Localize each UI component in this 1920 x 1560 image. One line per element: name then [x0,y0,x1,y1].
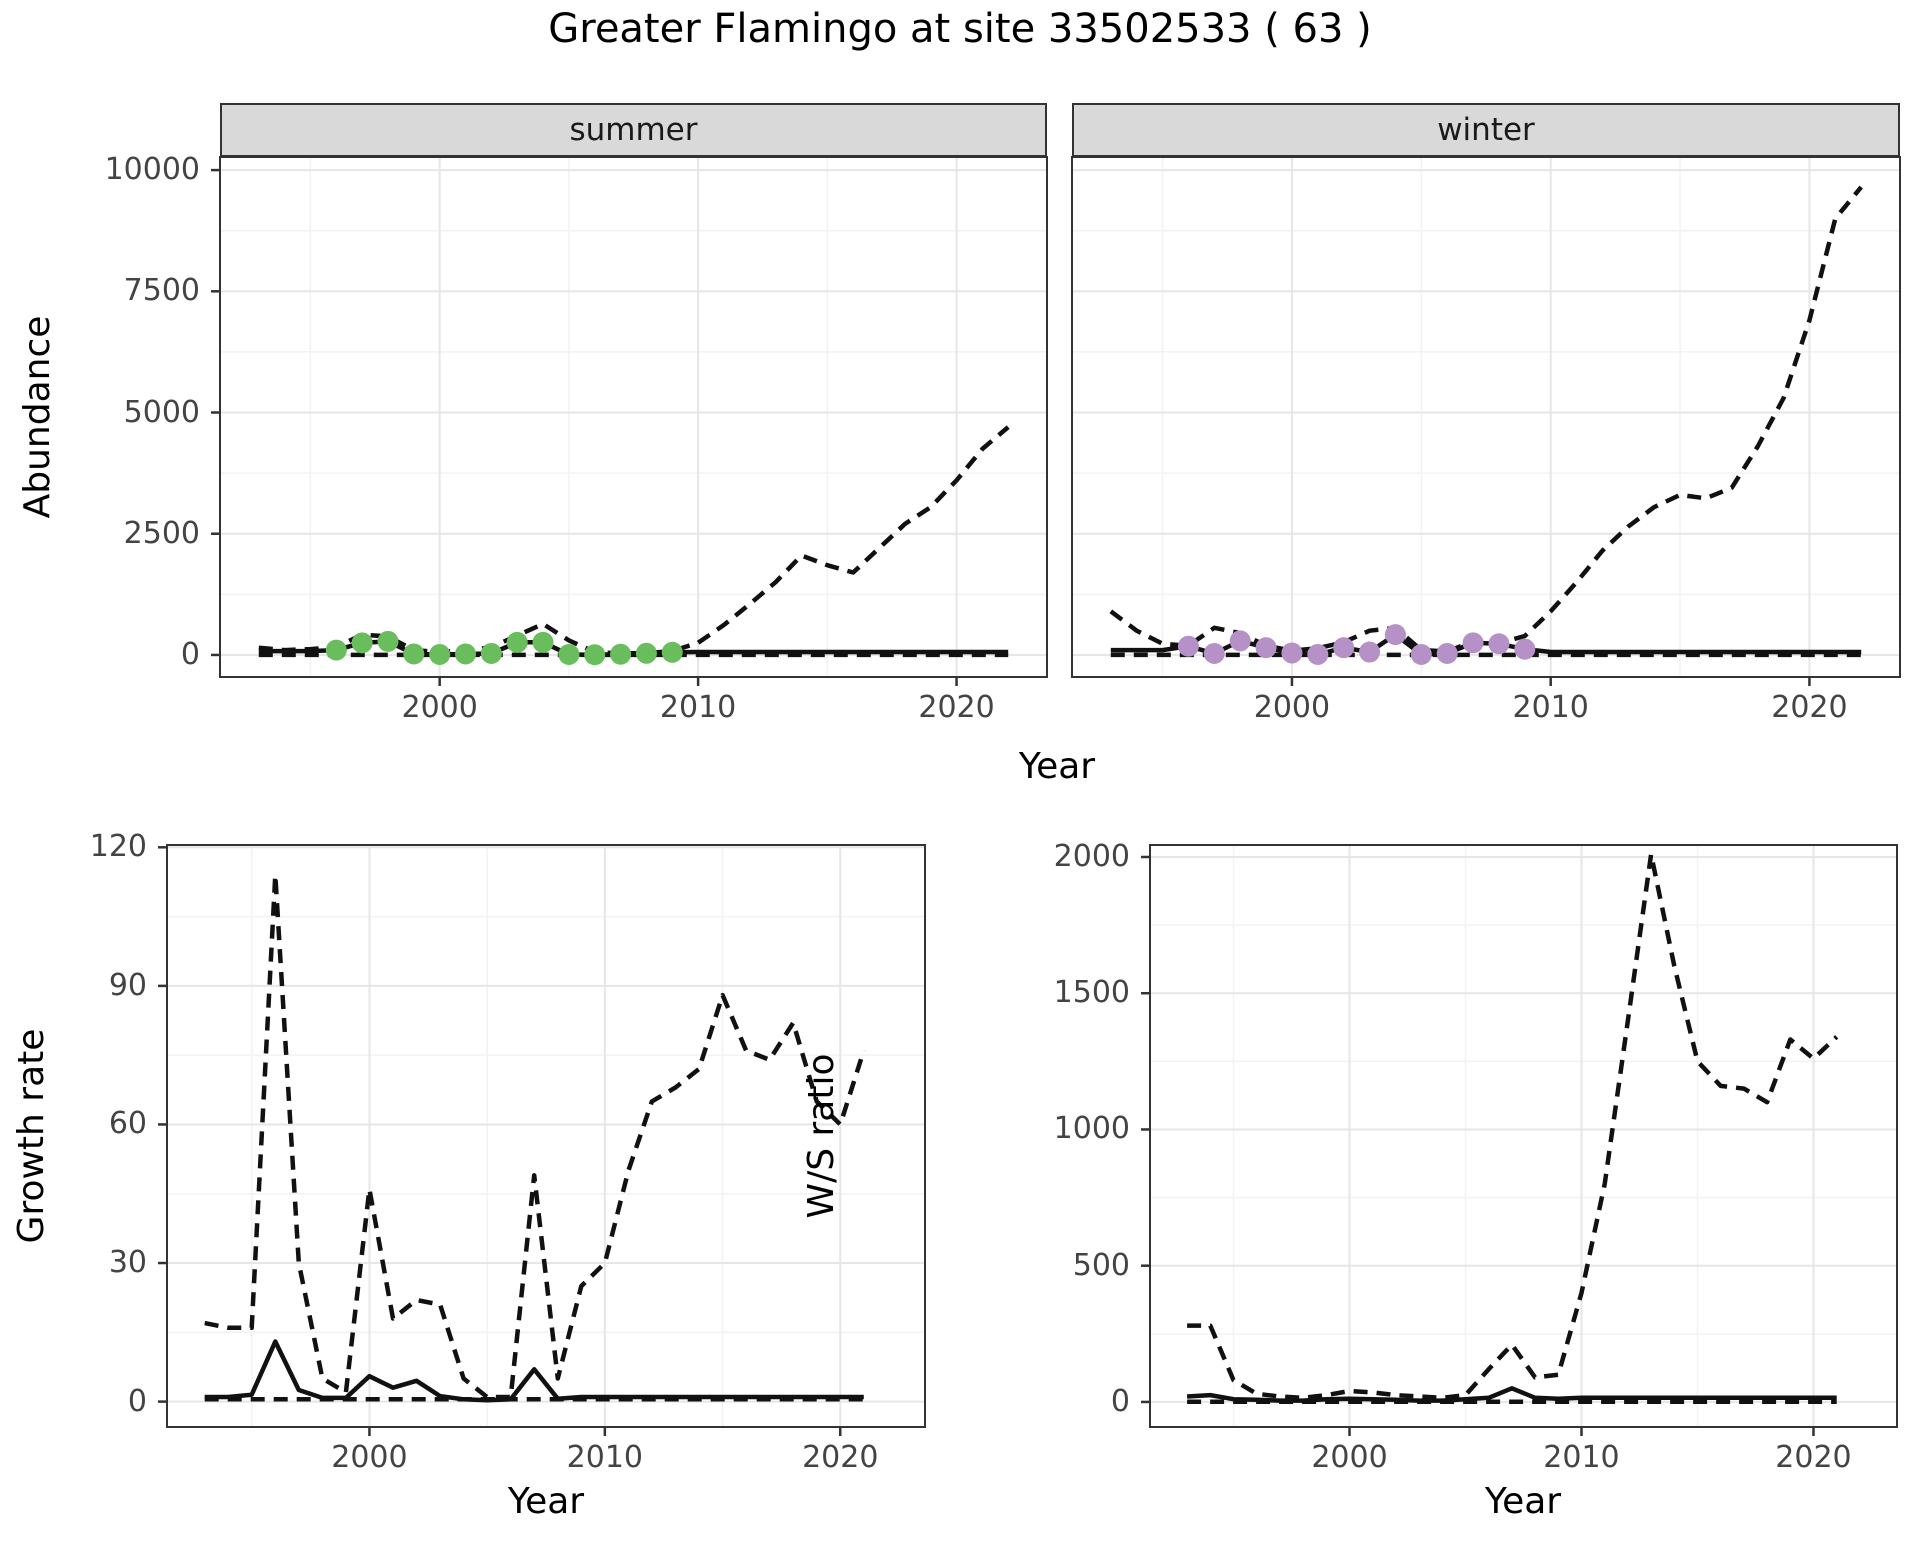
facet-strip-winter: winter [1072,103,1900,157]
series-modelled-dashed [1187,852,1839,1401]
y-tick-label: 5000 [123,394,200,430]
data-point [1384,624,1406,646]
y-tick-label: 7500 [123,273,200,309]
data-point [635,642,657,664]
panel-abundance-winter [1071,156,1901,686]
panel-abundance-summer [211,156,1048,686]
x-tick-label: 2010 [1543,1440,1620,1475]
data-point [1436,642,1458,664]
x-tick-label: 2010 [659,690,737,725]
x-tick-label: 2000 [1311,1440,1388,1475]
data-point [455,643,477,665]
data-point [661,641,683,663]
x-tick-label: 2020 [1771,690,1848,725]
y-tick-label: 120 [89,829,147,865]
data-point [1514,638,1536,660]
chart-title: Greater Flamingo at site 33502533 ( 63 ) [548,6,1372,52]
data-point [506,631,528,653]
x-tick-label: 2020 [802,1440,879,1475]
data-point [1255,637,1277,659]
facet-strip-summer: summer [220,103,1047,157]
y-tick-label: 2500 [123,515,200,551]
data-point [584,644,606,666]
x-tick-label: 2000 [401,690,478,725]
panel-growth-rate [158,844,926,1436]
data-point [1307,643,1329,665]
x-tick-label: 2010 [566,1440,644,1475]
series-modelled-dashed [204,872,866,1400]
x-axis-title-growth: Year [507,1481,585,1522]
data-point [377,630,399,652]
data-point [429,643,451,665]
y-tick-label: 0 [127,1383,147,1419]
y-axis-title-abundance: Abundance [17,315,58,519]
x-tick-label: 2000 [1253,690,1331,725]
data-point [403,643,425,665]
y-tick-label: 10000 [104,152,200,188]
series-observed-solid [204,1339,864,1403]
panel-ws-ratio [1141,844,1898,1436]
data-point [1462,632,1484,654]
y-tick-label: 1500 [1053,975,1130,1011]
x-axis-title-top: Year [1018,746,1096,787]
data-point [1359,641,1381,663]
y-tick-label: 90 [108,967,147,1003]
series-observed-solid [1186,1386,1837,1403]
y-tick-label: 500 [1072,1247,1130,1283]
data-point [610,643,632,665]
data-point [1177,635,1199,657]
data-point [480,642,502,664]
x-axis-title-ws: Year [1484,1481,1562,1522]
data-point [1333,637,1355,659]
y-tick-label: 30 [108,1245,147,1281]
y-tick-label: 0 [1110,1383,1130,1419]
data-point [1281,642,1303,664]
data-point [1229,630,1251,652]
data-point [1488,633,1510,655]
data-point [351,632,373,654]
y-tick-label: 2000 [1053,838,1130,874]
data-point [558,643,580,665]
data-point [1203,642,1225,664]
x-tick-label: 2000 [331,1440,408,1475]
y-tick-label: 60 [108,1106,147,1142]
x-tick-label: 2020 [918,690,995,725]
y-tick-label: 0 [180,636,200,672]
data-point [325,639,347,661]
y-axis-title-ws-ratio: W/S ratio [801,1053,842,1219]
x-tick-label: 2010 [1512,690,1589,725]
data-point [1410,643,1432,665]
x-tick-label: 2020 [1775,1440,1852,1475]
data-point [532,631,554,653]
y-tick-label: 1000 [1053,1111,1130,1147]
